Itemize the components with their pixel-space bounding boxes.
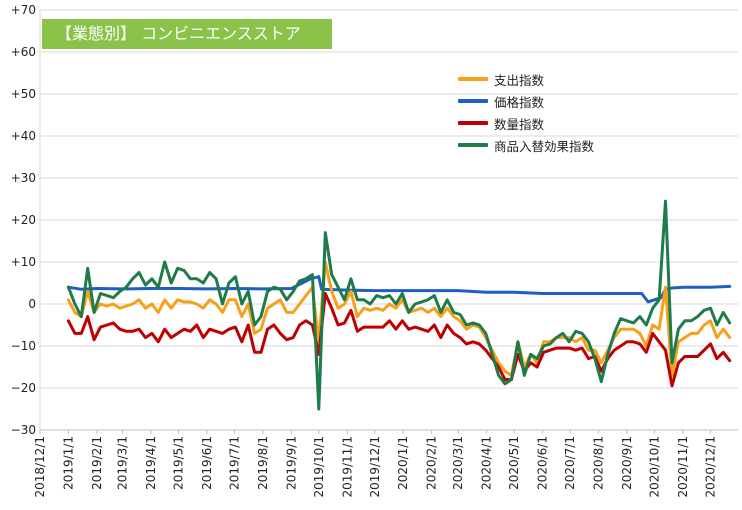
x-tick-label: 2020/8/1 — [592, 436, 606, 490]
legend-label: 数量指数 — [494, 116, 545, 132]
y-tick-label: +20 — [11, 213, 36, 227]
legend-item: 価格指数 — [458, 90, 594, 112]
legend-swatch — [458, 99, 488, 103]
legend-swatch — [458, 77, 488, 81]
x-tick-label: 2020/9/1 — [620, 436, 634, 490]
series-line-3 — [66, 199, 732, 411]
chart-title: 【業態別】 コンビニエンスストア — [42, 19, 332, 49]
y-tick-label: −20 — [11, 381, 36, 395]
x-tick-label: 2020/10/1 — [648, 436, 662, 498]
x-tick-label: 2019/8/1 — [256, 436, 270, 490]
gridlines — [39, 9, 738, 431]
x-tick-label: 2020/7/1 — [563, 436, 577, 490]
legend-label: 支出指数 — [494, 72, 545, 88]
x-tick-label: 2019/11/1 — [340, 436, 354, 498]
x-tick-label: 2020/11/1 — [676, 436, 690, 498]
y-tick-label: 0 — [28, 297, 36, 311]
x-tick-label: 2020/5/1 — [507, 436, 521, 490]
y-axis: +70 +60 +50 +40 +30 +20 +10 0 −10 −20 −30 — [11, 3, 36, 437]
x-tick-label: 2019/12/1 — [368, 436, 382, 498]
x-tick-label: 2019/6/1 — [200, 436, 214, 490]
x-axis: 2018/12/1 2019/1/1 2019/2/1 2019/3/1 2019/4/… — [33, 430, 717, 498]
x-tick-label: 2019/4/1 — [144, 436, 158, 490]
x-tick-label: 2020/3/1 — [451, 436, 465, 490]
legend-item: 数量指数 — [458, 112, 594, 134]
x-tick-label: 2019/9/1 — [284, 436, 298, 490]
series-line-2 — [66, 292, 732, 388]
legend: 支出指数価格指数数量指数商品入替効果指数 — [458, 68, 594, 156]
y-tick-label: −30 — [11, 423, 36, 437]
x-tick-label: 2018/12/1 — [33, 436, 47, 498]
y-tick-label: +40 — [11, 129, 36, 143]
legend-swatch — [458, 121, 488, 125]
x-tick-label: 2019/5/1 — [171, 436, 185, 490]
x-tick-label: 2019/7/1 — [227, 436, 241, 490]
y-tick-label: +10 — [11, 255, 36, 269]
x-tick-label: 2019/2/1 — [90, 436, 104, 490]
plot-series — [66, 199, 732, 411]
x-tick-label: 2020/4/1 — [480, 436, 494, 490]
y-tick-label: +70 — [11, 3, 36, 17]
legend-label: 商品入替効果指数 — [494, 138, 595, 154]
x-tick-label: 2019/10/1 — [312, 436, 326, 498]
x-tick-label: 2020/1/1 — [396, 436, 410, 490]
legend-item: 商品入替効果指数 — [458, 134, 594, 156]
y-tick-label: +50 — [11, 87, 36, 101]
legend-item: 支出指数 — [458, 68, 594, 90]
y-tick-label: −10 — [11, 339, 36, 353]
x-tick-label: 2020/6/1 — [536, 436, 550, 490]
x-tick-label: 2020/12/1 — [703, 436, 717, 498]
y-tick-label: +30 — [11, 171, 36, 185]
y-tick-label: +60 — [11, 45, 36, 59]
x-tick-label: 2019/3/1 — [116, 436, 130, 490]
x-tick-label: 2019/1/1 — [61, 436, 75, 490]
x-tick-label: 2020/2/1 — [425, 436, 439, 490]
series-line-0 — [66, 260, 732, 377]
legend-swatch — [458, 143, 488, 147]
legend-label: 価格指数 — [494, 94, 545, 110]
